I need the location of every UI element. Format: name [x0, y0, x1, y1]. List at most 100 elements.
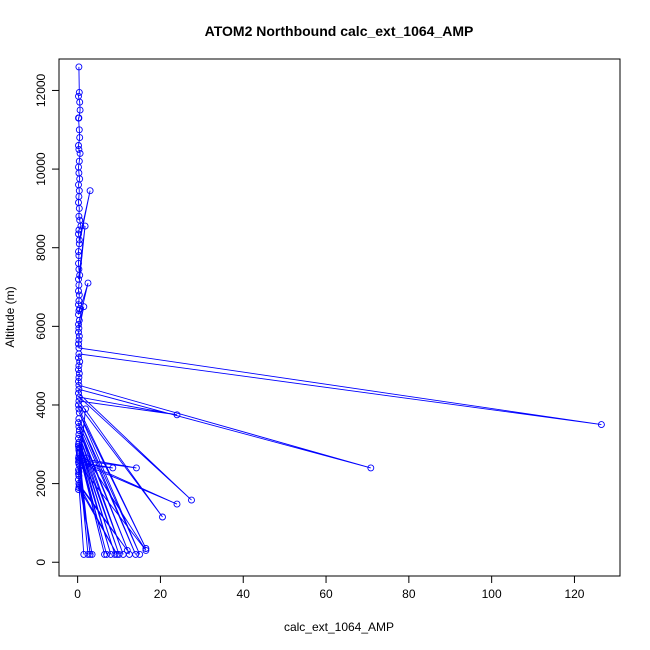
data-point	[75, 340, 82, 348]
data-point	[75, 440, 82, 448]
data-point	[115, 550, 123, 558]
data-point	[159, 513, 166, 521]
data-point	[75, 114, 82, 122]
data-point	[113, 550, 121, 558]
data-point	[75, 415, 83, 423]
x-tick-label: 40	[237, 587, 251, 601]
data-point	[76, 98, 84, 106]
data-point	[75, 332, 83, 340]
data-point	[75, 212, 83, 220]
x-tick-label: 0	[74, 587, 81, 601]
data-point	[75, 405, 83, 413]
data-point	[75, 362, 83, 370]
data-point	[597, 421, 605, 429]
data-point	[75, 354, 82, 362]
data-point	[88, 550, 96, 558]
data-point	[75, 316, 83, 324]
data-point	[75, 397, 83, 405]
data-point	[101, 550, 108, 558]
data-point	[75, 370, 83, 377]
data-point	[142, 545, 150, 552]
data-point	[75, 248, 82, 256]
data-point	[123, 546, 131, 554]
data-point	[75, 320, 82, 328]
data-point	[83, 454, 91, 462]
data-point	[76, 106, 84, 114]
y-tick-label: 6000	[34, 313, 48, 340]
data-point	[75, 328, 82, 336]
data-point	[84, 550, 92, 558]
data-point	[75, 324, 83, 332]
data-point	[75, 381, 83, 389]
data-point	[75, 226, 83, 234]
data-point	[75, 366, 82, 374]
data-point	[75, 145, 83, 153]
data-point	[75, 374, 83, 381]
y-tick-label: 0	[34, 559, 48, 566]
y-axis-label: Altitude (m)	[3, 286, 17, 347]
data-point	[75, 297, 83, 305]
data-point	[75, 236, 83, 244]
data-point	[132, 464, 140, 472]
data-point	[75, 486, 82, 493]
data-point	[75, 427, 83, 434]
y-tick-label: 8000	[34, 234, 48, 261]
data-point	[77, 222, 85, 230]
data-point	[75, 385, 83, 393]
plot-frame	[58, 58, 621, 577]
data-point	[75, 126, 83, 134]
data-point	[173, 500, 181, 508]
data-point	[103, 550, 111, 558]
x-axis: 0 20 40 60 80 100 120	[74, 575, 585, 601]
x-tick-label: 100	[482, 587, 502, 601]
data-point	[75, 307, 83, 315]
y-tick-label: 12000	[34, 73, 48, 107]
series-line	[77, 66, 602, 555]
x-axis-label: calc_ext_1064_AMP	[284, 620, 394, 634]
data-point	[142, 546, 150, 554]
data-point	[173, 411, 181, 419]
data-point	[86, 187, 94, 195]
data-point	[80, 550, 88, 558]
data-point	[76, 149, 84, 157]
data-point	[75, 252, 83, 260]
data-point	[76, 271, 84, 279]
data-point	[75, 419, 82, 427]
data-point	[76, 358, 84, 366]
data-point	[80, 303, 88, 311]
data-point	[75, 63, 83, 71]
data-point	[75, 448, 83, 456]
data-point	[84, 279, 92, 287]
data-point	[75, 350, 83, 358]
data-point	[75, 423, 83, 431]
data-point	[109, 464, 117, 472]
y-tick-label: 4000	[34, 391, 48, 418]
data-point	[75, 88, 83, 96]
x-tick-label: 60	[319, 587, 333, 601]
y-tick-label: 2000	[34, 470, 48, 497]
y-axis: 0 2000 4000 6000 8000 10000 12000	[34, 73, 59, 566]
data-point	[188, 496, 195, 504]
data-point	[75, 389, 82, 397]
data-point	[111, 550, 119, 558]
data-point	[75, 393, 83, 401]
data-point	[367, 464, 375, 472]
data-point	[76, 134, 84, 142]
data-point	[76, 444, 84, 452]
data-point	[75, 287, 82, 295]
data-point	[75, 142, 82, 149]
data-point	[75, 431, 83, 438]
data-point	[75, 240, 83, 248]
series-layer	[75, 63, 605, 558]
y-tick-label: 10000	[34, 152, 48, 186]
chart-title: ATOM2 Northbound calc_ext_1064_AMP	[205, 23, 474, 39]
data-point	[75, 470, 82, 478]
data-point	[81, 222, 89, 230]
x-tick-label: 20	[154, 587, 168, 601]
data-point	[75, 401, 82, 409]
data-point	[136, 550, 144, 558]
x-tick-label: 80	[402, 587, 416, 601]
data-point	[82, 405, 89, 413]
data-point	[75, 204, 83, 212]
